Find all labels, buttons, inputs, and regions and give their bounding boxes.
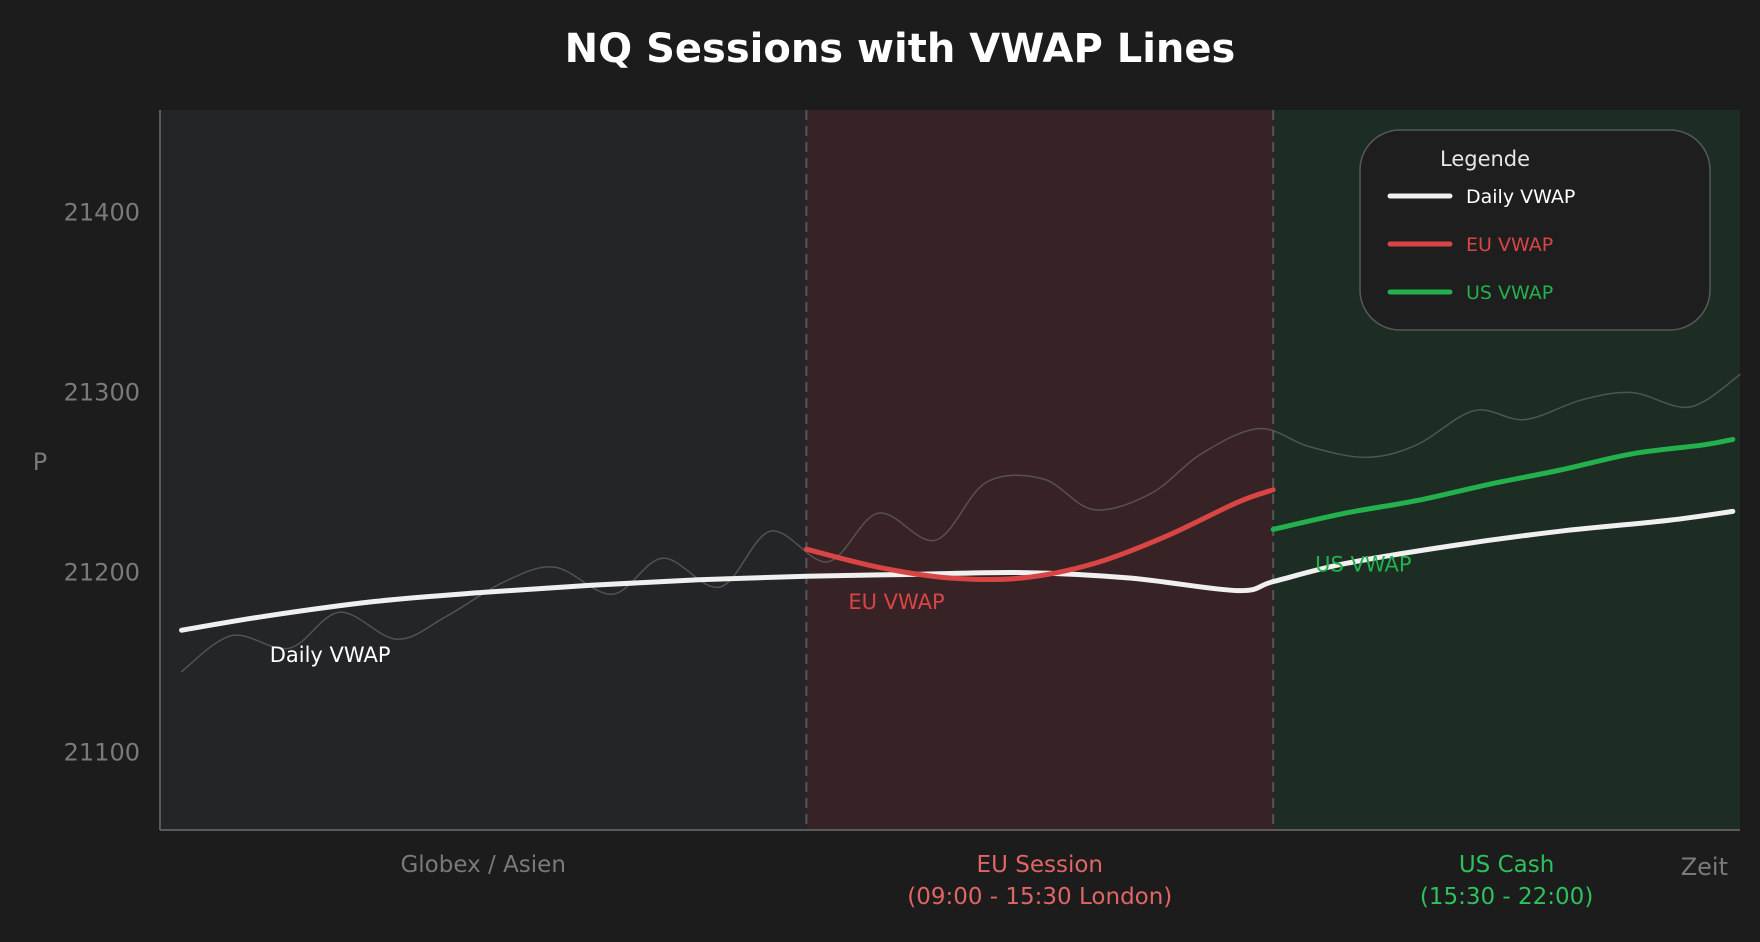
inline-label-daily-vwap: Daily VWAP <box>270 643 391 667</box>
y-ticks: 21100 21200 21300 21400 <box>64 199 140 767</box>
legend: Legende Daily VWAP EU VWAP US VWAP <box>1359 129 1711 331</box>
chart-title: NQ Sessions with VWAP Lines <box>565 26 1236 72</box>
y-tick-label: 21300 <box>64 379 140 407</box>
session-sublabel: (09:00 - 15:30 London) <box>907 884 1172 910</box>
session-label: EU Session <box>977 852 1103 878</box>
session-band <box>160 110 807 830</box>
legend-entries: Daily VWAP EU VWAP US VWAP <box>1387 186 1575 304</box>
series-line-daily-vwap <box>179 508 1736 633</box>
inline-label-us-vwap: US VWAP <box>1315 552 1411 576</box>
series-line-eu-vwap <box>803 487 1276 583</box>
session-bands <box>160 110 1740 830</box>
series-layer <box>179 373 1741 673</box>
session-sublabel: (15:30 - 22:00) <box>1420 884 1593 910</box>
legend-entry-label: EU VWAP <box>1466 234 1553 256</box>
x-axis-label: Zeit <box>1681 853 1728 881</box>
session-band <box>806 110 1274 830</box>
y-tick-label: 21200 <box>64 559 140 587</box>
price-trace-line <box>180 373 1741 673</box>
y-axis-label: P <box>33 448 47 476</box>
inline-label-eu-vwap: EU VWAP <box>848 590 944 614</box>
y-tick-label: 21100 <box>64 739 140 767</box>
y-tick-label: 21400 <box>64 199 140 227</box>
session-label: US Cash <box>1459 852 1554 878</box>
session-label: Globex / Asien <box>400 852 565 878</box>
legend-box <box>1359 129 1711 331</box>
inline-labels: Daily VWAP EU VWAP US VWAP <box>270 552 1412 666</box>
session-dividers <box>805 110 1275 830</box>
legend-entry-label: US VWAP <box>1466 282 1553 304</box>
axes <box>159 110 1740 831</box>
session-labels: Globex / Asien EU Session (09:00 - 15:30 L… <box>400 852 1593 910</box>
legend-title: Legende <box>1440 147 1530 171</box>
series-line-us-vwap <box>1270 436 1736 532</box>
legend-entry-label: Daily VWAP <box>1466 186 1575 208</box>
